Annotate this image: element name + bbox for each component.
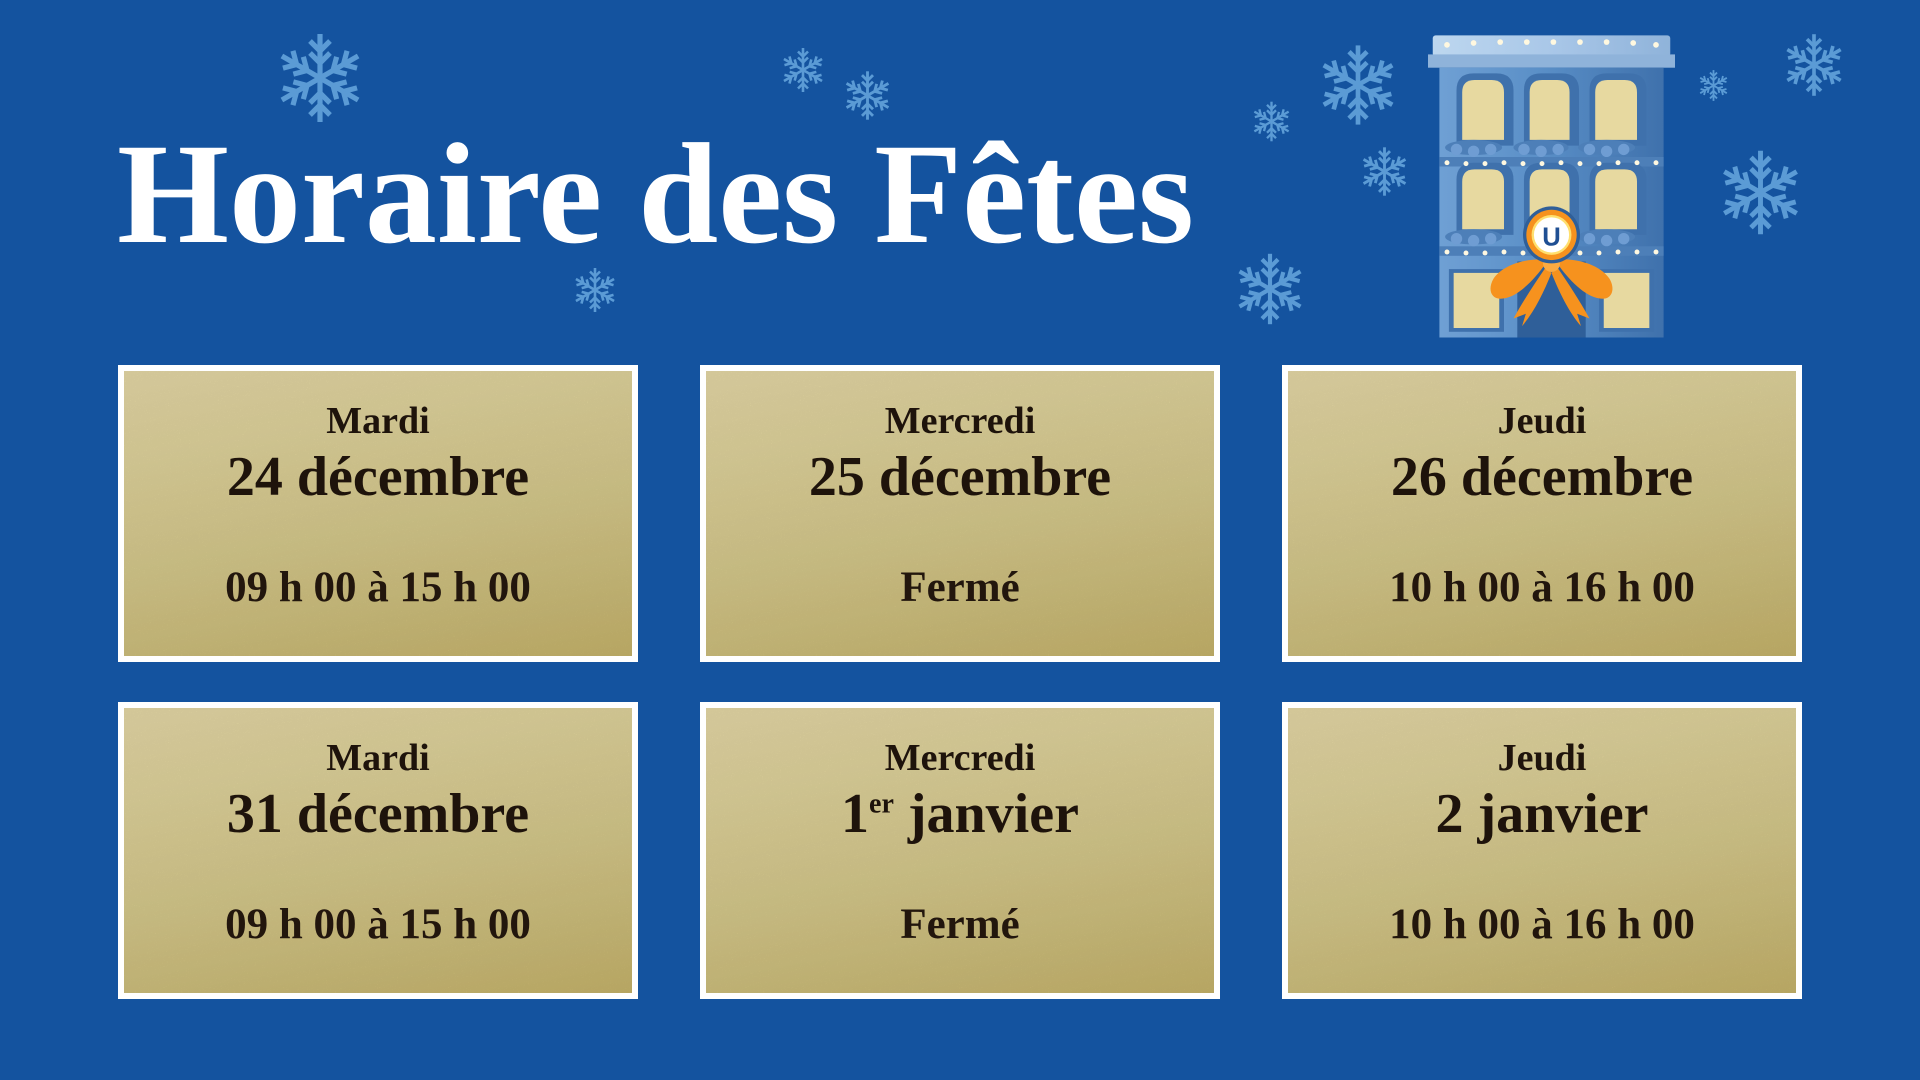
- svg-text:U: U: [1542, 223, 1561, 251]
